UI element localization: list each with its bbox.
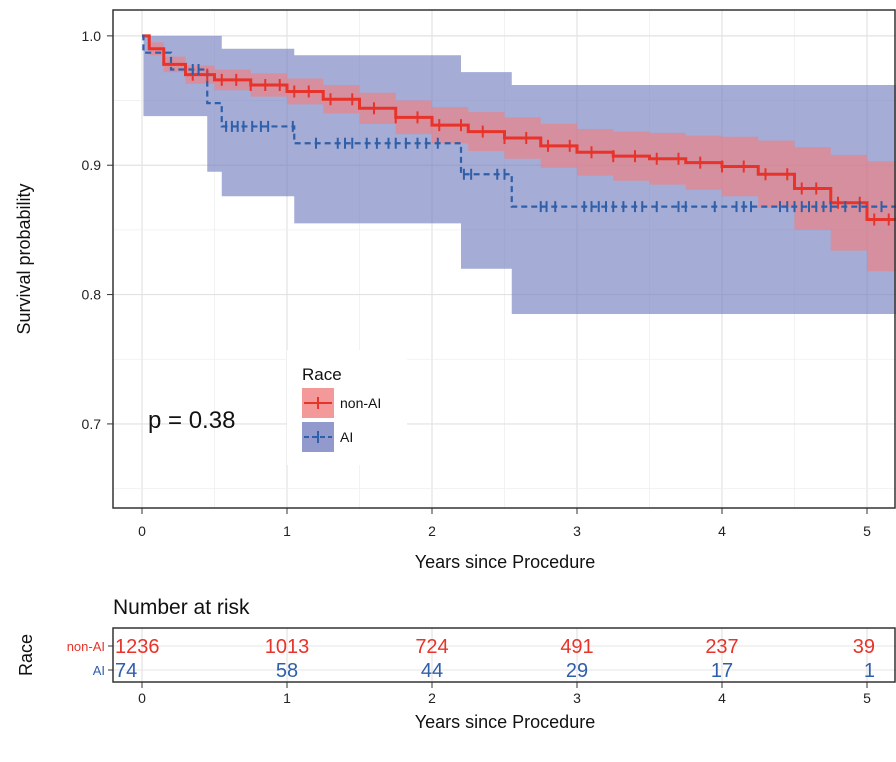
risk-table-axis-ticks: non-AI AI 0 1 2 3 4 5: [67, 639, 871, 706]
risk-cell: 491: [560, 636, 593, 658]
risk-cell: 29: [566, 660, 588, 682]
risk-x-tick-label: 4: [718, 690, 726, 706]
survival-line-non-ai: [142, 34, 896, 222]
risk-cell: 237: [705, 636, 738, 658]
risk-table-values: 1236 1013 724 491 237 39 74 58 44 29 17 1: [115, 636, 875, 682]
risk-x-tick-label: 1: [283, 690, 291, 706]
risk-cell: 74: [115, 660, 137, 682]
main-axis-ticks: 0 1 2 3 4 5 0.7 0.8 0.9 1.0: [82, 28, 872, 539]
y-tick-label: 0.7: [82, 416, 102, 432]
y-axis-title: Survival probability: [14, 183, 34, 334]
risk-cell: 1236: [115, 636, 160, 658]
survival-line-ai: [142, 34, 896, 208]
x-tick-label: 0: [138, 523, 146, 539]
plot-frame: [112, 9, 896, 509]
risk-row-label-non-ai: non-AI: [67, 639, 105, 654]
risk-cell: 1: [864, 660, 875, 682]
survival-curves: [142, 34, 896, 222]
risk-cell: 58: [276, 660, 298, 682]
x-tick-label: 2: [428, 523, 436, 539]
risk-table-frame: [112, 627, 896, 683]
legend: Race non-AI AI: [287, 350, 407, 465]
censor-marks: [191, 64, 890, 226]
risk-table-x-title: Years since Procedure: [415, 712, 595, 732]
p-value-label: p = 0.38: [148, 407, 235, 434]
risk-x-tick-label: 2: [428, 690, 436, 706]
risk-x-tick-label: 5: [863, 690, 871, 706]
risk-x-tick-label: 3: [573, 690, 581, 706]
legend-label-ai: AI: [340, 429, 353, 445]
x-tick-label: 5: [863, 523, 871, 539]
x-tick-label: 4: [718, 523, 726, 539]
risk-x-tick-label: 0: [138, 690, 146, 706]
x-tick-label: 3: [573, 523, 581, 539]
risk-cell: 17: [711, 660, 733, 682]
risk-cell: 1013: [265, 636, 310, 658]
risk-table-title: Number at risk: [113, 596, 250, 619]
risk-cell: 724: [415, 636, 448, 658]
x-axis-title: Years since Procedure: [415, 552, 595, 572]
y-tick-label: 1.0: [82, 28, 102, 44]
x-tick-label: 1: [283, 523, 291, 539]
y-tick-label: 0.9: [82, 157, 102, 173]
y-tick-label: 0.8: [82, 287, 102, 303]
legend-label-non-ai: non-AI: [340, 395, 381, 411]
risk-row-label-ai: AI: [93, 663, 105, 678]
risk-table-y-title: Race: [16, 634, 36, 676]
risk-table-gridlines: [113, 628, 896, 682]
risk-cell: 39: [853, 636, 875, 658]
legend-title: Race: [302, 365, 342, 384]
risk-cell: 44: [421, 660, 443, 682]
